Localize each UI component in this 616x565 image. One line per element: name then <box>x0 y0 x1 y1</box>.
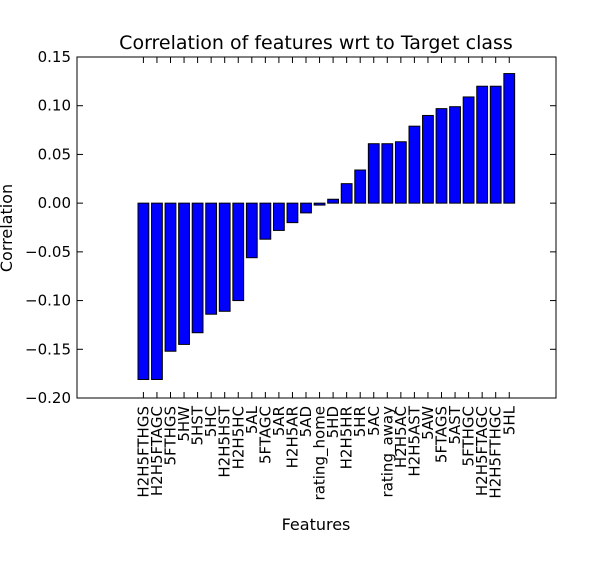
y-axis-label: Correlation <box>0 184 16 272</box>
bar-5ar <box>273 202 285 231</box>
x-tick-label: H2H5AR <box>283 406 301 468</box>
x-tick-label: rating_away <box>378 406 397 498</box>
x-tick-label: 5HW <box>175 406 193 442</box>
bar-rating-home <box>313 202 326 206</box>
bar-h2h5ar <box>286 202 299 224</box>
y-tick-label: −0.10 <box>25 292 71 310</box>
y-axis: −0.20 −0.15 −0.10 −0.05 0.00 0.05 0.10 0.15 <box>25 48 556 407</box>
bar-h2h5hc <box>232 202 245 302</box>
x-tick-label: H2H5HR <box>338 406 356 469</box>
bar-5hw <box>178 202 190 345</box>
bar-h2h5ftagc <box>151 202 163 380</box>
x-tick-label: 5AW <box>419 406 437 440</box>
bar-5hr <box>354 169 367 204</box>
bar-5al <box>245 202 258 259</box>
x-tick-label: 5HC <box>202 406 220 437</box>
y-tick-label: 0.15 <box>38 48 71 66</box>
x-tick-label: 5FTAGS <box>433 406 451 463</box>
bar-5hd <box>327 198 340 204</box>
bar-5fthgs <box>164 202 177 352</box>
bars-layer <box>137 73 516 380</box>
x-tick-label: 5AR <box>270 406 288 436</box>
bar-h2h5ac <box>394 141 407 204</box>
bar-h2h5ast <box>408 125 421 204</box>
bar-5hst <box>191 202 204 334</box>
x-tick-label: 5HL <box>500 405 518 435</box>
bar-5ftagc <box>259 202 272 240</box>
x-tick-label: H2H5FTAGC <box>148 406 166 496</box>
x-tick-label: 5FTHGS <box>162 406 180 466</box>
x-tick-label: 5AL <box>243 405 261 434</box>
bar-rating-away <box>381 143 394 204</box>
chart-title: Correlation of features wrt to Target cl… <box>119 32 513 54</box>
x-axis-label: Features <box>282 515 351 534</box>
bar-h2h5hst <box>218 202 231 312</box>
x-axis: H2H5FTHGSH2H5FTAGC5FTHGS5HW5HST5HCH2H5HS… <box>134 57 518 500</box>
x-tick-label: H2H5HST <box>216 405 234 477</box>
x-tick-label: H2H5AC <box>392 406 410 468</box>
y-tick-label: 0.00 <box>38 194 71 212</box>
x-tick-label: 5AC <box>365 406 383 436</box>
bar-5aw <box>422 114 434 204</box>
y-tick-label: −0.15 <box>25 340 71 358</box>
x-tick-label: rating_home <box>311 406 330 500</box>
x-tick-label: 5AST <box>446 405 464 444</box>
y-tick-label: −0.20 <box>25 389 71 407</box>
x-tick-label: H2H5FTAGC <box>473 406 491 496</box>
x-tick-label: 5HR <box>351 406 369 437</box>
x-tick-label: H2H5AST <box>405 405 423 476</box>
bar-5ac <box>367 143 380 204</box>
bar-h2h5ftagc <box>476 85 489 204</box>
bar-h2h5hr <box>340 183 353 204</box>
bar-5ftags <box>435 108 448 204</box>
bar-5hl <box>503 73 516 204</box>
bar-5ast <box>449 106 461 204</box>
x-tick-label: 5HST <box>189 405 207 445</box>
bar-5fthgc <box>462 96 475 204</box>
x-tick-label: 5FTHGC <box>460 406 478 466</box>
x-tick-label: H2H5FTHGS <box>134 406 152 498</box>
x-tick-label: 5FTAGC <box>256 406 274 464</box>
x-tick-label: 5AD <box>297 406 315 437</box>
x-tick-label: 5HD <box>324 406 342 438</box>
y-tick-label: −0.05 <box>25 243 71 261</box>
bar-5hc <box>205 202 218 315</box>
plot-frame <box>76 56 557 399</box>
bar-5ad <box>300 202 312 214</box>
bar-h2h5fthgs <box>137 202 150 380</box>
x-tick-label: H2H5HC <box>229 406 247 469</box>
bar-h2h5fthgc <box>489 85 502 204</box>
x-tick-label: H2H5FTHGC <box>487 406 505 499</box>
y-tick-label: 0.10 <box>38 97 71 115</box>
y-tick-label: 0.05 <box>38 145 71 163</box>
